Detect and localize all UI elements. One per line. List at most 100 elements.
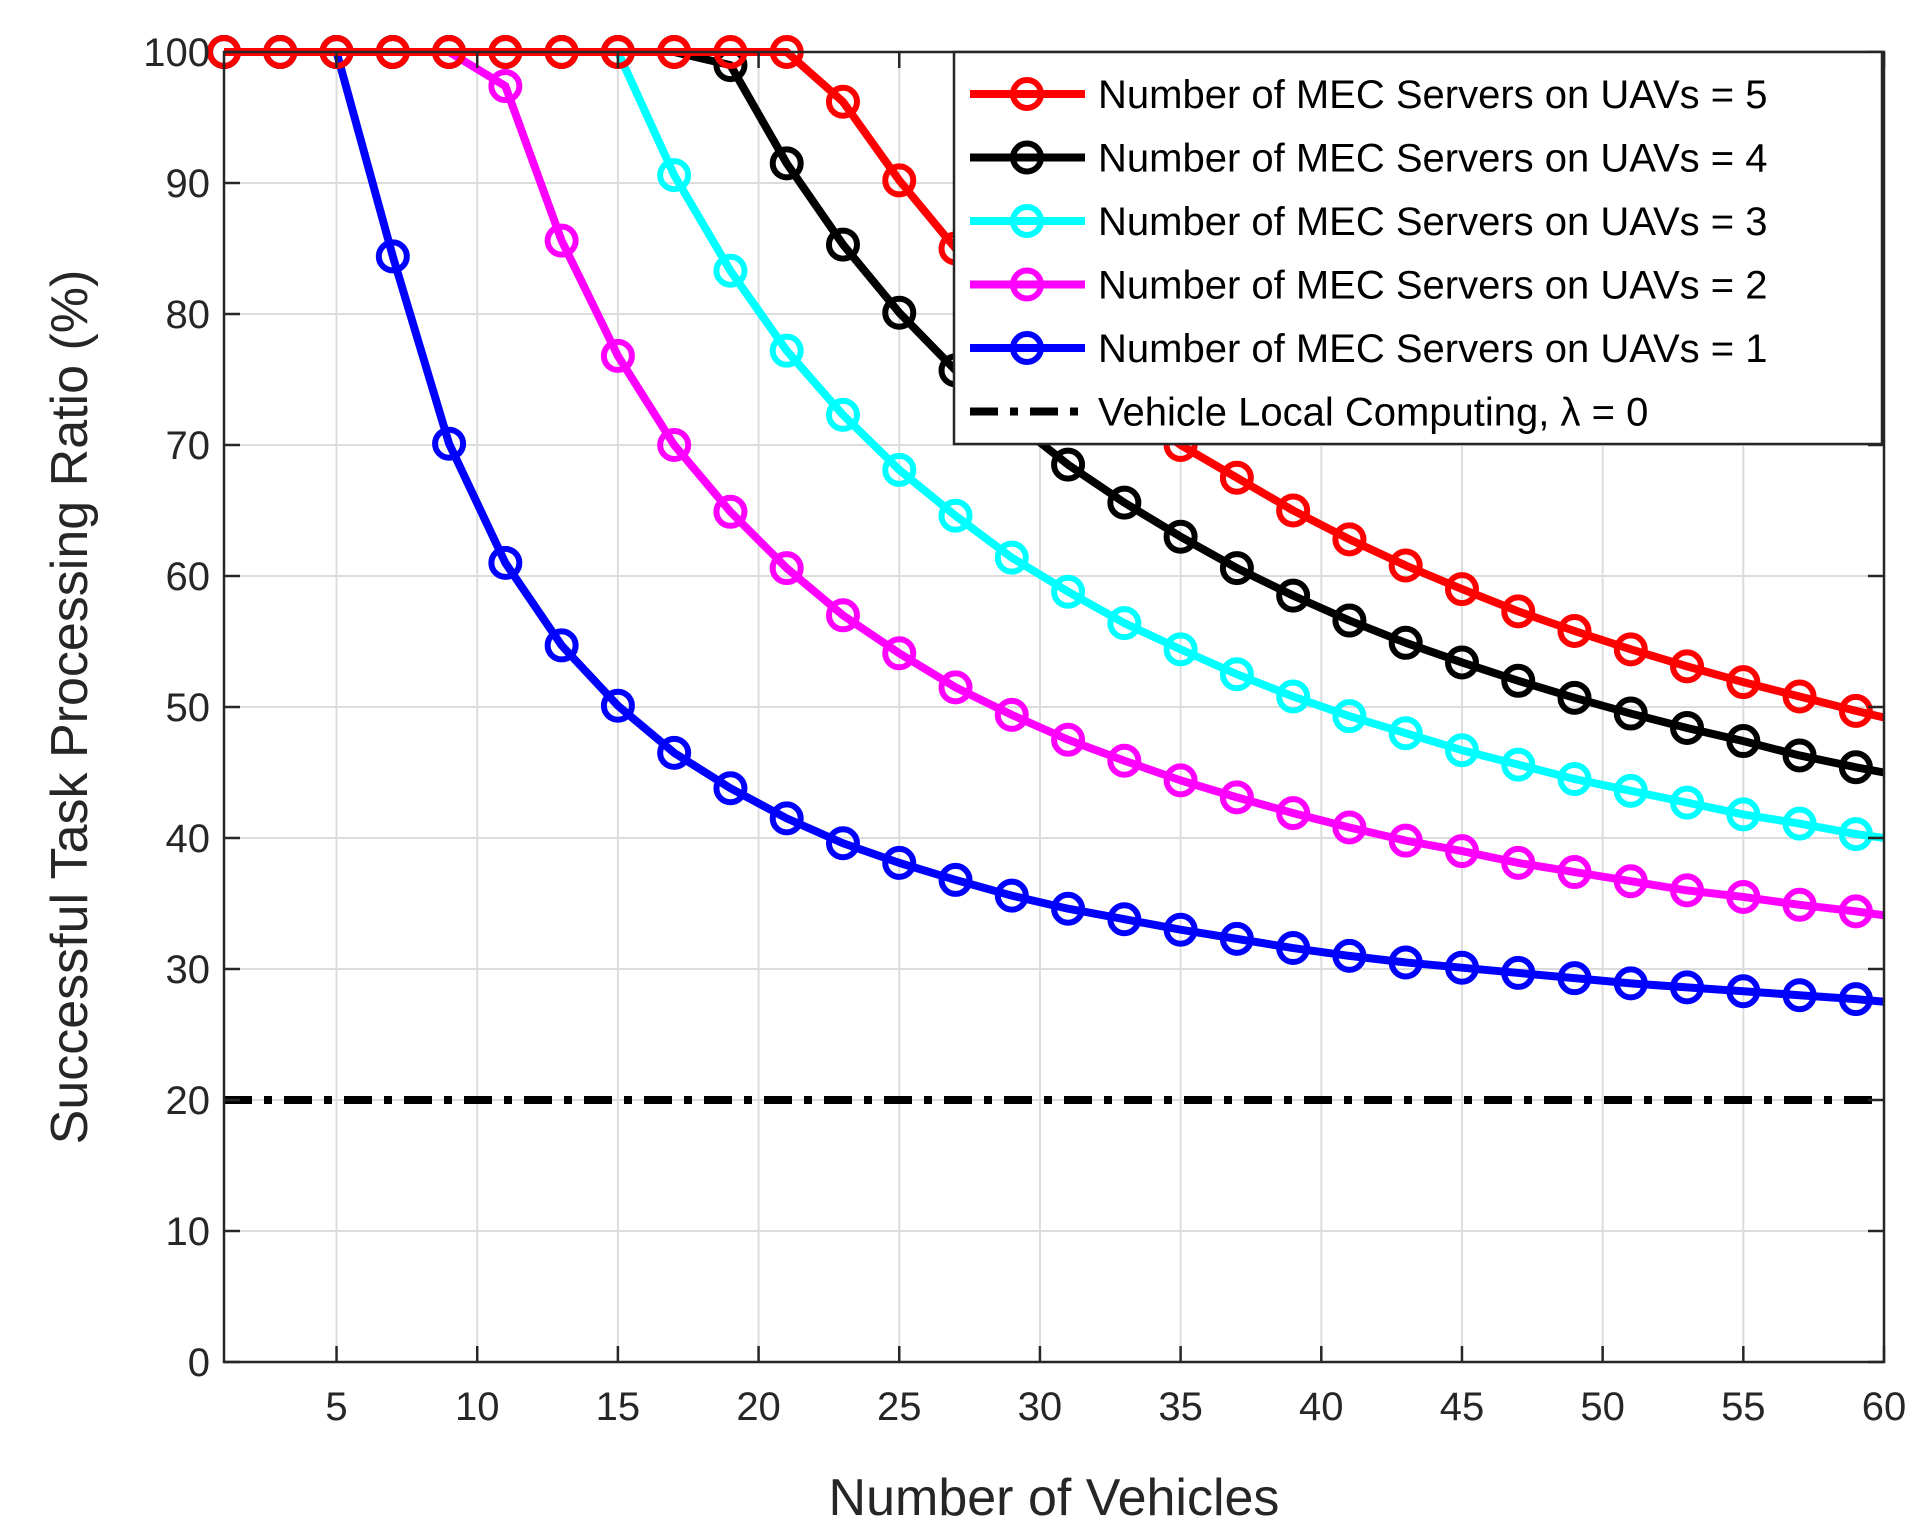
legend-swatch-marker: [1010, 204, 1044, 238]
legend-label: Number of MEC Servers on UAVs = 1: [1098, 327, 1768, 371]
y-tick-label: 90: [166, 162, 211, 206]
data-point: [1726, 879, 1761, 914]
data-point: [1444, 950, 1479, 985]
legend-item-6: Vehicle Local Computing, λ = 0: [970, 391, 1648, 435]
data-point: [938, 498, 973, 533]
data-point: [1219, 780, 1254, 815]
data-point: [1388, 716, 1423, 751]
x-tick-label: 55: [1721, 1385, 1766, 1429]
series-line: [224, 48, 1885, 1006]
data-point: [1670, 785, 1705, 820]
data-point: [657, 735, 692, 770]
x-tick-label: 40: [1299, 1385, 1344, 1429]
x-tick-label: 10: [455, 1385, 500, 1429]
data-point: [1557, 614, 1592, 649]
data-point: [1782, 679, 1817, 714]
data-point: [1388, 945, 1423, 980]
data-point: [1726, 724, 1761, 759]
legend-swatch-marker: [1010, 331, 1044, 365]
data-point: [938, 670, 973, 705]
data-point: [1163, 763, 1198, 798]
y-tick-label: 0: [188, 1341, 210, 1385]
data-point: [1613, 864, 1648, 899]
data-point: [544, 628, 579, 663]
legend-item-3: Number of MEC Servers on UAVs = 3: [970, 200, 1768, 244]
y-tick-label: 80: [166, 293, 211, 337]
legend-label: Number of MEC Servers on UAVs = 5: [1098, 73, 1768, 117]
legend-swatch-marker: [1010, 140, 1044, 175]
data-point: [1276, 931, 1311, 966]
data-point: [1219, 460, 1254, 495]
data-point: [769, 146, 804, 181]
data-point: [1051, 722, 1086, 757]
data-point: [600, 338, 635, 373]
data-point: [1444, 572, 1479, 607]
data-point: [769, 551, 804, 586]
data-point: [882, 295, 917, 330]
data-point: [769, 333, 804, 368]
data-point: [994, 540, 1029, 575]
data-point: [1219, 921, 1254, 956]
legend: Number of MEC Servers on UAVs = 5 Number …: [952, 50, 1884, 446]
data-point: [1838, 750, 1873, 785]
data-point: [1726, 665, 1761, 700]
data-point: [1613, 696, 1648, 731]
data-point: [1838, 894, 1873, 929]
data-point: [994, 878, 1029, 913]
data-point: [938, 862, 973, 897]
y-tick-label: 40: [166, 817, 211, 861]
x-tick-label: 45: [1440, 1385, 1485, 1429]
y-axis-label: Successful Task Processing Ratio (%): [41, 270, 99, 1145]
data-point: [825, 227, 860, 262]
data-point: [1276, 679, 1311, 714]
x-tick-label: 15: [596, 1385, 641, 1429]
data-point: [1051, 447, 1086, 482]
data-point: [1670, 873, 1705, 908]
x-tick-label: 20: [736, 1385, 781, 1429]
y-tick-label: 30: [166, 948, 211, 992]
legend-label: Number of MEC Servers on UAVs = 3: [1098, 200, 1768, 244]
data-point: [1444, 834, 1479, 869]
data-point: [657, 158, 692, 193]
data-point: [1163, 912, 1198, 947]
y-tick-label: 10: [166, 1210, 211, 1254]
data-point: [1501, 845, 1536, 880]
data-point: [1557, 762, 1592, 797]
x-tick-label: 60: [1862, 1385, 1907, 1429]
x-tick-label: 5: [325, 1385, 347, 1429]
series-line: [224, 48, 1885, 920]
y-tick-label: 20: [166, 1079, 211, 1123]
data-point: [1782, 738, 1817, 773]
data-point: [1276, 493, 1311, 528]
legend-swatch-marker: [1010, 77, 1044, 111]
legend-item-1: Number of MEC Servers on UAVs = 5: [970, 73, 1768, 117]
data-point: [1276, 796, 1311, 831]
x-tick-labels: 5 10 15 20 25 30 35 40 45 50 55 60: [325, 1385, 1906, 1429]
data-point: [488, 69, 523, 104]
data-point: [1163, 632, 1198, 667]
data-point: [1782, 887, 1817, 922]
data-point: [1332, 810, 1367, 845]
data-point: [1557, 680, 1592, 715]
data-point: [488, 545, 523, 580]
data-point: [713, 253, 748, 288]
data-point: [769, 801, 804, 836]
data-point: [375, 239, 410, 274]
data-point: [1501, 955, 1536, 990]
data-point: [1726, 797, 1761, 832]
data-point: [1332, 603, 1367, 638]
data-point: [1051, 891, 1086, 926]
data-point: [1557, 855, 1592, 890]
data-point: [1613, 632, 1648, 667]
data-point: [1838, 982, 1873, 1017]
data-point: [882, 163, 917, 198]
data-point: [1501, 594, 1536, 629]
data-point: [1332, 938, 1367, 973]
data-point: [713, 494, 748, 529]
x-axis-label: Number of Vehicles: [829, 1469, 1280, 1527]
data-point: [1613, 773, 1648, 808]
data-point: [1444, 733, 1479, 768]
data-point: [1557, 961, 1592, 996]
data-point: [1388, 548, 1423, 583]
data-point: [1219, 657, 1254, 692]
